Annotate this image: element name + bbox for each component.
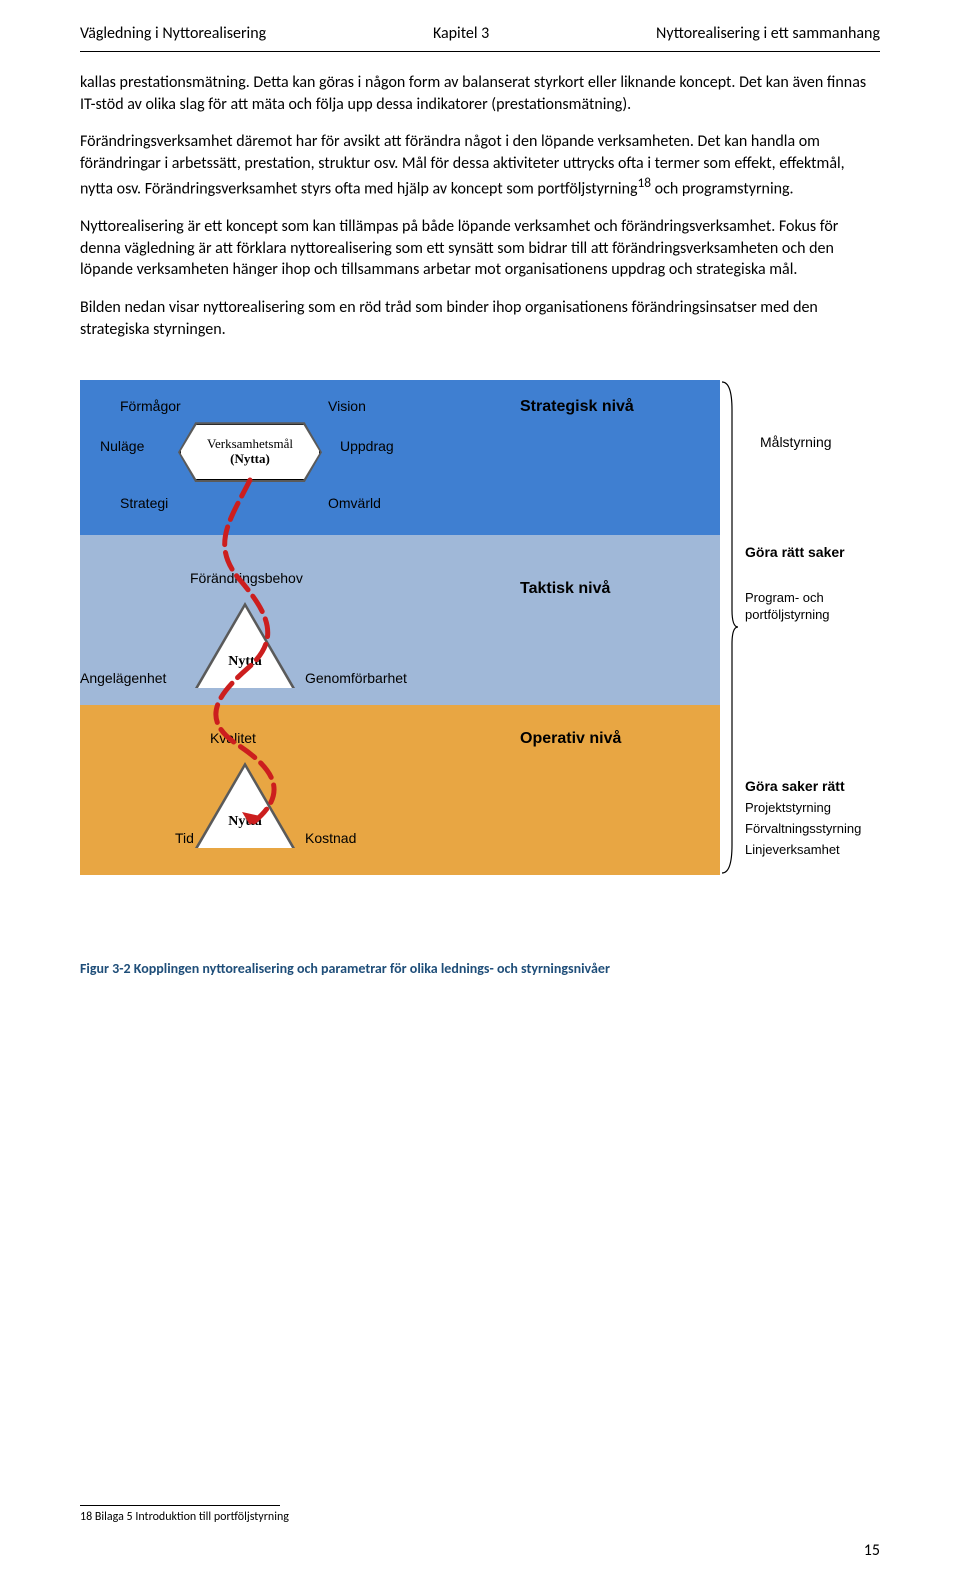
figure-caption: Figur 3-2 Kopplingen nyttorealisering oc… [0, 960, 960, 977]
footnote-18: 18 Bilaga 5 Introduktion till portföljst… [0, 1506, 960, 1524]
paragraph-3: Nyttorealisering är ett koncept som kan … [80, 216, 880, 281]
paragraph-2: Förändringsverksamhet däremot har för av… [80, 131, 880, 200]
paragraph-1: kallas prestationsmätning. Detta kan gör… [80, 72, 880, 115]
page-header: Vägledning i Nyttorealisering Kapitel 3 … [80, 0, 880, 52]
side-operative-text: Göra saker rätt Projektstyrning Förvaltn… [745, 778, 895, 857]
page-number: 15 [864, 1541, 880, 1560]
body-content: kallas prestationsmätning. Detta kan gör… [0, 52, 960, 340]
red-thread [80, 380, 720, 880]
paragraph-4: Bilden nedan visar nyttorealisering som … [80, 297, 880, 340]
header-center: Kapitel 3 [433, 24, 489, 43]
header-right: Nyttorealisering i ett sammanhang [656, 24, 880, 43]
side-tactical-text: Göra rätt saker Program- och portföljsty… [745, 544, 885, 624]
header-left: Vägledning i Nyttorealisering [80, 24, 266, 43]
brace-big [720, 380, 738, 875]
levels-diagram: Förmågor Vision Strategisk nivå Nuläge U… [80, 380, 880, 940]
side-malstyrning: Målstyrning [760, 434, 832, 450]
